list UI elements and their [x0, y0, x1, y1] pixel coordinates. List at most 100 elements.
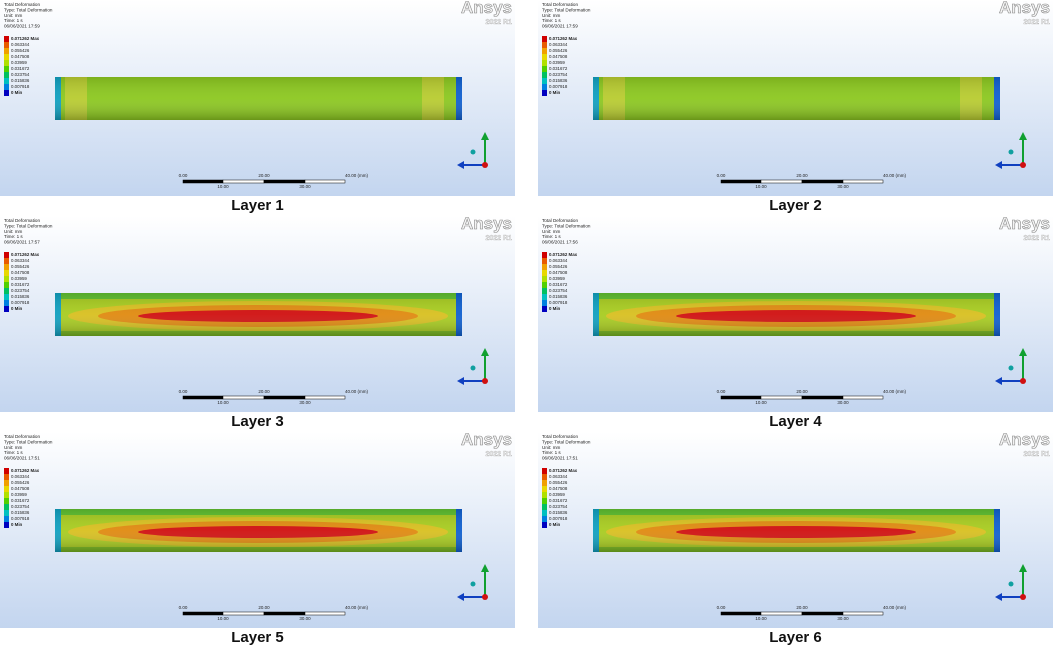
legend-label: 0.047508	[11, 54, 30, 59]
legend-swatch	[542, 264, 547, 270]
legend-label: 0.063344	[11, 474, 30, 479]
legend-label: 0.03959	[11, 60, 27, 65]
legend-swatch	[4, 516, 9, 522]
legend-label: 0.031672	[11, 498, 30, 503]
scale-label: 0.00	[179, 173, 188, 178]
legend-label: 0.015836	[549, 510, 568, 515]
legend-label: 0.03959	[549, 492, 565, 497]
legend-swatch	[4, 36, 9, 42]
scale-label: 30.00	[837, 400, 849, 405]
header-line: Unit: mm	[542, 13, 561, 18]
scale-segment	[223, 612, 264, 615]
header-line: Total Deformation	[4, 434, 40, 439]
legend-swatch	[542, 252, 547, 258]
scale-segment	[305, 180, 345, 183]
legend-label: 0.023754	[11, 72, 30, 77]
header-line: Total Deformation	[542, 434, 578, 439]
legend-label: 0.007918	[11, 84, 30, 89]
header-line: Type: Total Deformation	[542, 224, 591, 229]
legend-label: 0.031672	[549, 282, 568, 287]
legend-swatch	[4, 66, 9, 72]
version: 2022 R1	[1024, 235, 1051, 242]
legend-label: 0.007918	[549, 516, 568, 521]
scale-segment	[802, 396, 843, 399]
scale-segment	[223, 180, 264, 183]
caption: Layer 6	[538, 628, 1053, 648]
result-panel: Total DeformationType: Total Deformation…	[538, 216, 1053, 432]
legend-label: 0.071262 Max	[549, 468, 578, 473]
legend-swatch	[4, 252, 9, 258]
legend-label: 0.055426	[549, 264, 568, 269]
origin	[1020, 378, 1026, 384]
origin	[482, 594, 488, 600]
scale-segment	[761, 180, 802, 183]
scale-segment	[843, 396, 883, 399]
scale-label: 40.00 (mm)	[345, 173, 369, 178]
shading	[593, 293, 1000, 336]
legend-swatch	[542, 492, 547, 498]
legend-swatch	[4, 42, 9, 48]
header-line: Time: 1 s	[4, 450, 23, 455]
shading	[55, 77, 462, 120]
legend-label: 0.015836	[11, 78, 30, 83]
legend-swatch	[4, 480, 9, 486]
header-line: Total Deformation	[4, 2, 40, 7]
legend-label: 0.055426	[549, 48, 568, 53]
shading	[593, 77, 1000, 120]
brand: Ansys	[461, 0, 512, 17]
legend-label: 0.055426	[11, 264, 30, 269]
brand: Ansys	[999, 0, 1050, 17]
header-line: Time: 1 s	[542, 450, 561, 455]
legend-label: 0.047508	[549, 54, 568, 59]
legend-swatch	[4, 276, 9, 282]
legend-swatch	[542, 510, 547, 516]
shading	[593, 509, 1000, 552]
origin	[1020, 594, 1026, 600]
legend-swatch	[4, 474, 9, 480]
header-line: Time: 1 s	[542, 234, 561, 239]
shading	[55, 293, 462, 336]
legend-swatch	[542, 36, 547, 42]
header-line: Type: Total Deformation	[4, 8, 53, 13]
legend-label: 0.007918	[549, 300, 568, 305]
scale-label: 40.00 (mm)	[883, 173, 907, 178]
header-line: Unit: mm	[4, 229, 23, 234]
scale-label: 40.00 (mm)	[883, 605, 907, 610]
legend-swatch	[542, 276, 547, 282]
header-line: Total Deformation	[4, 218, 40, 223]
view-sphere	[1009, 366, 1014, 371]
legend-swatch	[4, 78, 9, 84]
legend-swatch	[4, 492, 9, 498]
legend-swatch	[4, 258, 9, 264]
scale-segment	[802, 612, 843, 615]
scale-label: 10.00	[217, 616, 229, 621]
header-line: 06/06/2021 17:59	[542, 23, 578, 28]
header-line: Unit: mm	[4, 13, 23, 18]
header-line: 06/06/2021 17:51	[4, 455, 40, 460]
scale-label: 30.00	[299, 616, 311, 621]
view-sphere	[471, 366, 476, 371]
version: 2022 R1	[1024, 451, 1051, 458]
scale-label: 30.00	[837, 616, 849, 621]
scale-segment	[183, 396, 223, 399]
legend-swatch	[4, 522, 9, 528]
legend-swatch	[542, 498, 547, 504]
legend-swatch	[542, 270, 547, 276]
legend-swatch	[4, 504, 9, 510]
view-sphere	[471, 150, 476, 155]
legend-swatch	[4, 288, 9, 294]
legend-swatch	[4, 486, 9, 492]
header-line: Unit: mm	[4, 445, 23, 450]
brand: Ansys	[461, 216, 512, 233]
header-line: Time: 1 s	[4, 18, 23, 23]
legend-swatch	[542, 486, 547, 492]
scale-segment	[264, 396, 305, 399]
scale-segment	[305, 396, 345, 399]
legend-swatch	[4, 306, 9, 312]
legend-swatch	[542, 468, 547, 474]
viewport: Total DeformationType: Total Deformation…	[0, 216, 515, 412]
brand: Ansys	[999, 216, 1050, 233]
legend-swatch	[542, 474, 547, 480]
